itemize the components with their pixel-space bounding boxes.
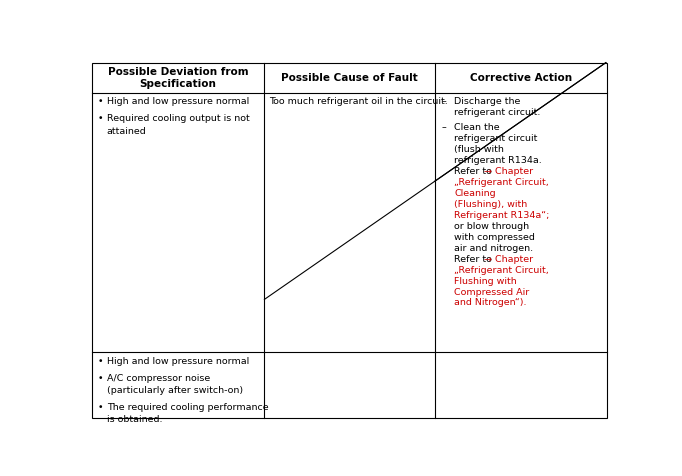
- Text: attained: attained: [107, 127, 147, 136]
- Text: Refrigerant R134a“;: Refrigerant R134a“;: [454, 211, 550, 220]
- Text: refrigerant circuit.: refrigerant circuit.: [454, 108, 541, 117]
- Text: High and low pressure normal: High and low pressure normal: [107, 97, 249, 106]
- Text: Possible Cause of Fault: Possible Cause of Fault: [281, 73, 418, 83]
- Text: Refer to: Refer to: [454, 167, 495, 176]
- Text: Compressed Air: Compressed Air: [454, 288, 529, 297]
- Text: refrigerant R134a.: refrigerant R134a.: [454, 156, 542, 165]
- Text: •: •: [98, 114, 103, 123]
- Text: Corrective Action: Corrective Action: [470, 73, 572, 83]
- Text: –: –: [441, 97, 446, 106]
- Text: → Chapter: → Chapter: [484, 167, 533, 176]
- Text: Too much refrigerant oil in the circuit.: Too much refrigerant oil in the circuit.: [269, 97, 448, 106]
- Text: Cleaning: Cleaning: [454, 189, 496, 198]
- Text: with compressed: with compressed: [454, 233, 535, 242]
- Text: (particularly after switch-on): (particularly after switch-on): [107, 386, 243, 395]
- Text: or blow through: or blow through: [454, 222, 529, 231]
- Text: Refer to: Refer to: [454, 255, 495, 264]
- Text: Required cooling output is not: Required cooling output is not: [107, 114, 250, 123]
- Text: (Flushing), with: (Flushing), with: [454, 200, 527, 209]
- Text: → Chapter: → Chapter: [484, 255, 533, 264]
- Text: Discharge the: Discharge the: [454, 97, 520, 106]
- Text: refrigerant circuit: refrigerant circuit: [454, 134, 537, 143]
- Text: Possible Deviation from
Specification: Possible Deviation from Specification: [108, 67, 248, 89]
- Text: A/C compressor noise: A/C compressor noise: [107, 374, 210, 383]
- Text: High and low pressure normal: High and low pressure normal: [107, 357, 249, 366]
- Text: Flushing with: Flushing with: [454, 277, 517, 286]
- Text: •: •: [98, 97, 103, 106]
- Text: „Refrigerant Circuit,: „Refrigerant Circuit,: [454, 178, 549, 187]
- Text: Clean the: Clean the: [454, 123, 500, 132]
- Text: and Nitrogen“).: and Nitrogen“).: [454, 298, 527, 307]
- Text: The required cooling performance: The required cooling performance: [107, 403, 269, 412]
- Text: •: •: [98, 403, 103, 412]
- Text: „Refrigerant Circuit,: „Refrigerant Circuit,: [454, 266, 549, 275]
- Text: (flush with: (flush with: [454, 145, 504, 154]
- Text: is obtained.: is obtained.: [107, 416, 162, 424]
- Text: •: •: [98, 357, 103, 366]
- Text: –: –: [441, 123, 446, 132]
- Text: air and nitrogen.: air and nitrogen.: [454, 244, 533, 253]
- Text: •: •: [98, 374, 103, 383]
